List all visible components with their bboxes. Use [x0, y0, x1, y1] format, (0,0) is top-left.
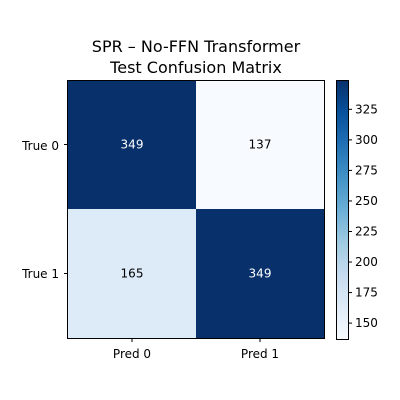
cell-value-r0-c1: 137 [249, 138, 272, 152]
row-label-true-0: True 0 [21, 139, 59, 153]
cell-value-r1-c0: 165 [121, 267, 144, 281]
colorbar-tick-label-225: 225 [355, 224, 378, 238]
cell-value-r0-c0: 349 [121, 138, 144, 152]
chart-title-line-2: Test Confusion Matrix [109, 58, 282, 77]
colorbar-tick-label-275: 275 [355, 163, 378, 177]
col-label-pred-1: Pred 1 [241, 347, 279, 361]
axis-ticks [64, 144, 261, 342]
colorbar-frame [336, 80, 349, 340]
cell-value-r1-c1: 349 [249, 267, 272, 281]
colorbar-tick-label-150: 150 [355, 316, 378, 330]
colorbar-tick-label-300: 300 [355, 133, 378, 147]
heatmap-cell-r1-c1 [196, 209, 324, 338]
heatmap-cell-r0-c1 [196, 80, 324, 209]
col-label-pred-0: Pred 0 [113, 347, 151, 361]
colorbar-tick-label-325: 325 [355, 102, 378, 116]
colorbar-ticks: 150 175 200 225 250 275 300 325 [348, 102, 378, 330]
chart-title-line-1: SPR – No-FFN Transformer [92, 37, 301, 56]
plot-frame [67, 80, 325, 339]
colorbar-tick-label-250: 250 [355, 194, 378, 208]
colorbar-tick-label-200: 200 [355, 255, 378, 269]
colorbar [336, 80, 348, 339]
row-label-true-1: True 1 [21, 267, 59, 281]
heatmap-cells: 349 137 165 349 [68, 80, 324, 338]
colorbar-tick-label-175: 175 [355, 286, 378, 300]
heatmap-cell-r0-c0 [68, 80, 196, 209]
heatmap-cell-r1-c0 [68, 209, 196, 338]
